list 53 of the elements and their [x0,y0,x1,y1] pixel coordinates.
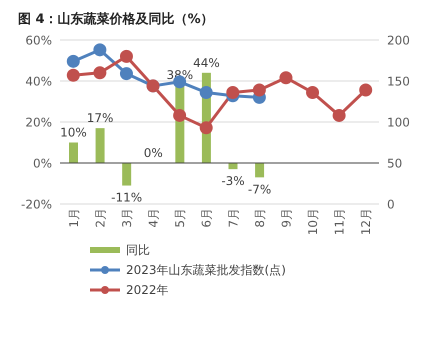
x-tick-label: 4月 [146,208,161,228]
x-tick-label: 2月 [93,208,108,228]
x-tick-label: 8月 [252,208,267,228]
x-tick-label: 3月 [120,208,134,228]
y-tick-label: 40% [25,74,52,88]
x-tick-label: 7月 [226,208,240,228]
bar [255,163,264,178]
y-tick-label: 20% [25,115,52,130]
y2-tick-label: 0 [387,197,395,212]
y2-tick-label: 200 [387,33,410,48]
bar [69,142,78,163]
point [332,108,346,122]
point [200,86,213,99]
point [93,43,106,56]
data-label: -3% [221,174,245,188]
point [120,50,133,63]
point [66,54,80,68]
bar [228,163,238,170]
data-label: -7% [248,182,272,196]
x-tick-label: 9月 [279,208,294,228]
chart-title: 图 4：山东蔬菜价格及同比（%） [17,10,215,29]
point [279,71,292,84]
data-label: 0% [144,146,163,160]
x-tick-label: 12月 [359,208,374,236]
y-tick-label: 60% [25,33,52,48]
data-label: 44% [193,56,220,70]
y2-tick-label: 50 [387,156,402,170]
x-tick-label: 11月 [332,208,347,236]
bar [96,128,105,163]
data-label: 17% [86,111,114,126]
point [93,66,106,80]
x-tick-label: 5月 [173,208,188,228]
y-tick-label: -20% [20,197,52,212]
point [66,68,80,82]
point [306,86,320,99]
bar [122,163,132,186]
x-tick-label: 1月 [66,208,81,228]
y2-tick-label: 150 [387,74,410,88]
point [120,67,133,80]
legend-label: 同比 [126,242,150,258]
x-tick-label: 6月 [200,208,214,228]
y2-tick-label: 100 [387,115,410,130]
point [252,84,266,97]
point [359,84,372,97]
legend-label: 2023年山东蔬菜批发指数(点) [126,262,286,278]
point [200,121,213,134]
point [226,86,240,99]
data-label: 10% [60,126,87,140]
point [173,108,186,122]
y-tick-label: 0% [32,156,52,170]
legend-label: 2022年 [126,282,169,298]
x-tick-label: 10月 [306,208,320,236]
data-label: -11% [111,190,142,205]
